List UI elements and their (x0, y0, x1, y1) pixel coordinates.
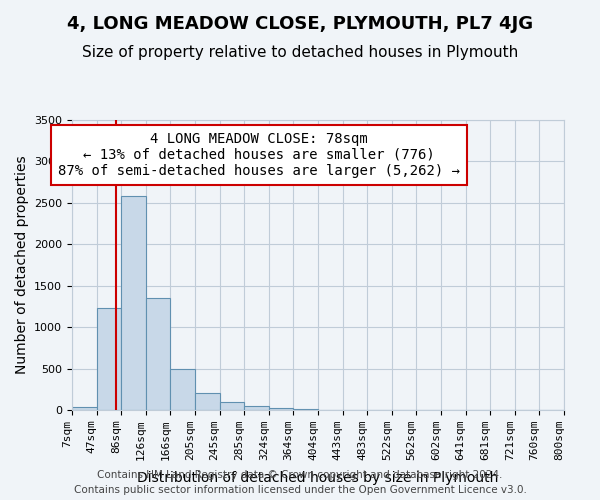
X-axis label: Distribution of detached houses by size in Plymouth: Distribution of detached houses by size … (137, 472, 499, 486)
Bar (72, 406, 97, 410)
Bar (244, 406, 269, 410)
Text: 4 LONG MEADOW CLOSE: 78sqm
← 13% of detached houses are smaller (776)
87% of sem: 4 LONG MEADOW CLOSE: 78sqm ← 13% of deta… (58, 132, 460, 178)
Bar (97, 308, 121, 410)
Text: Size of property relative to detached houses in Plymouth: Size of property relative to detached ho… (82, 45, 518, 60)
Bar (293, 409, 318, 410)
Bar (195, 394, 220, 410)
Bar (220, 402, 244, 410)
Bar (170, 368, 195, 410)
Bar (121, 196, 146, 410)
Y-axis label: Number of detached properties: Number of detached properties (14, 156, 29, 374)
Bar (146, 298, 170, 410)
Text: Contains HM Land Registry data © Crown copyright and database right 2024.: Contains HM Land Registry data © Crown c… (97, 470, 503, 480)
Text: Contains public sector information licensed under the Open Government Licence v3: Contains public sector information licen… (74, 485, 526, 495)
Bar (269, 408, 293, 410)
Text: 4, LONG MEADOW CLOSE, PLYMOUTH, PL7 4JG: 4, LONG MEADOW CLOSE, PLYMOUTH, PL7 4JG (67, 15, 533, 33)
